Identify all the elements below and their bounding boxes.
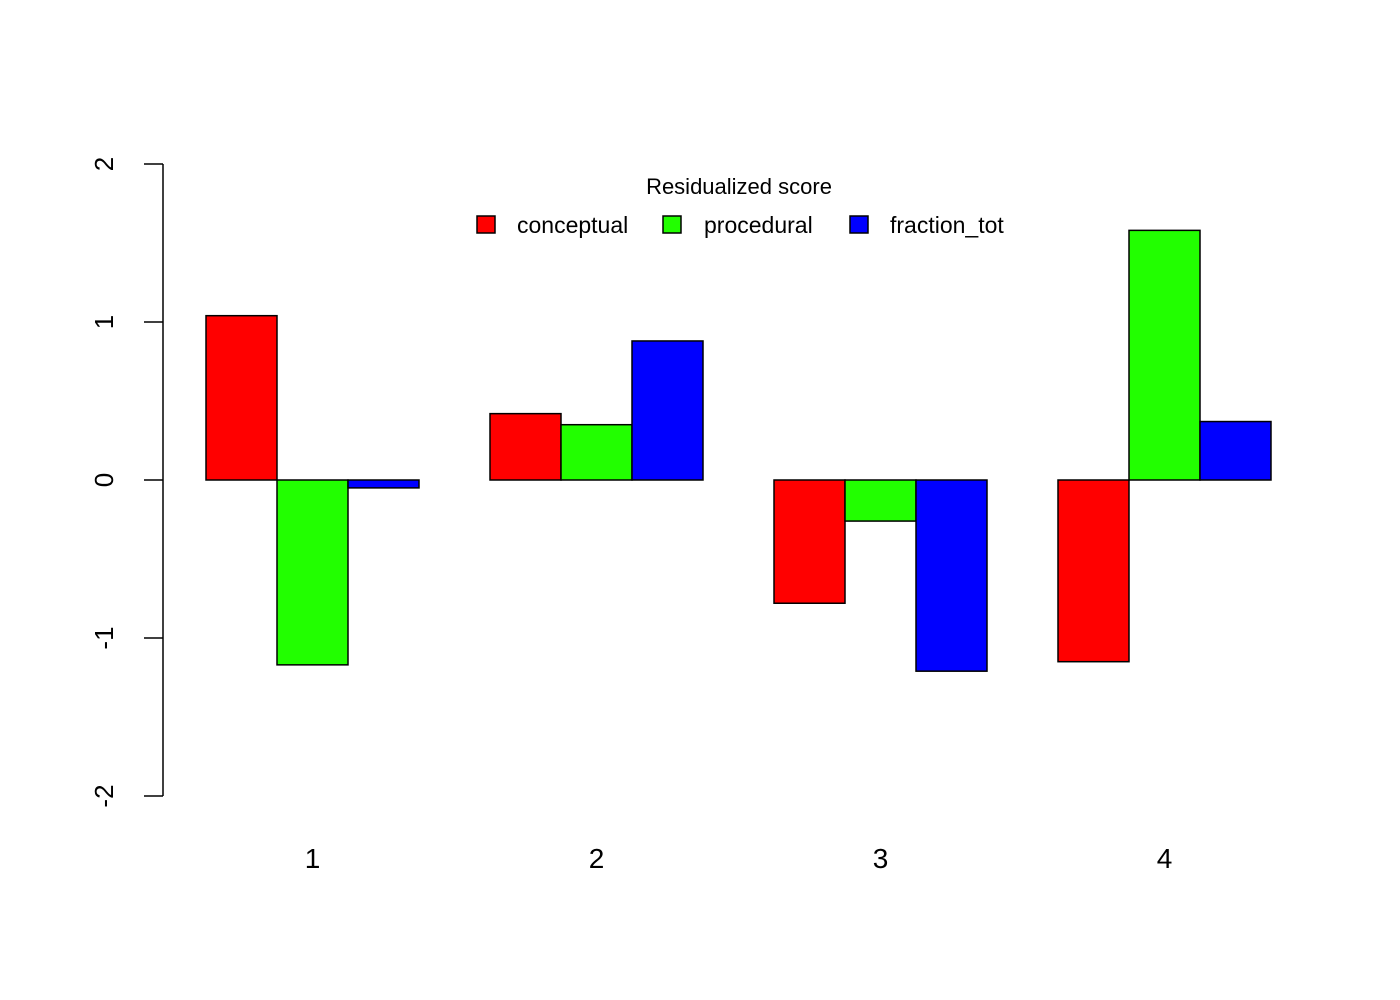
y-axis: -2 -1 0 1 2 <box>89 157 164 808</box>
bar-procedural-2 <box>560 423 633 481</box>
bar-fraction_tot-2 <box>631 340 704 481</box>
bars-group <box>205 229 1272 672</box>
y-tick-label: 1 <box>89 315 119 329</box>
x-tick-label: 3 <box>873 843 889 874</box>
bar-conceptual-2 <box>489 412 562 481</box>
x-tick-label: 4 <box>1157 843 1173 874</box>
bar-fraction_tot-4 <box>1199 420 1272 481</box>
bar-conceptual-4 <box>1057 479 1130 663</box>
legend-swatch-procedural <box>662 215 682 234</box>
x-tick-label: 1 <box>305 843 321 874</box>
bar-fraction_tot-3 <box>915 479 988 672</box>
y-tick-label: -1 <box>89 626 119 649</box>
legend-label-fraction_tot: fraction_tot <box>890 212 1004 238</box>
x-tick-label: 2 <box>589 843 605 874</box>
bar-procedural-1 <box>276 479 349 666</box>
bar-fraction_tot-1 <box>347 479 420 489</box>
legend-swatch-fraction_tot <box>849 215 869 234</box>
legend-title: Residualized score <box>646 174 832 199</box>
legend-label-procedural: procedural <box>704 212 813 238</box>
y-tick-label: 0 <box>89 473 119 487</box>
legend-label-conceptual: conceptual <box>517 212 628 238</box>
bar-procedural-4 <box>1128 229 1201 481</box>
bar-conceptual-1 <box>205 314 278 481</box>
legend-swatch-conceptual <box>476 215 496 234</box>
legend: Residualized score conceptual procedural f… <box>476 174 1004 238</box>
y-tick-label: 2 <box>89 157 119 171</box>
bar-procedural-3 <box>844 479 917 522</box>
y-tick-label: -2 <box>89 784 119 807</box>
x-axis-labels: 1 2 3 4 <box>305 843 1173 874</box>
bar-conceptual-3 <box>773 479 846 604</box>
